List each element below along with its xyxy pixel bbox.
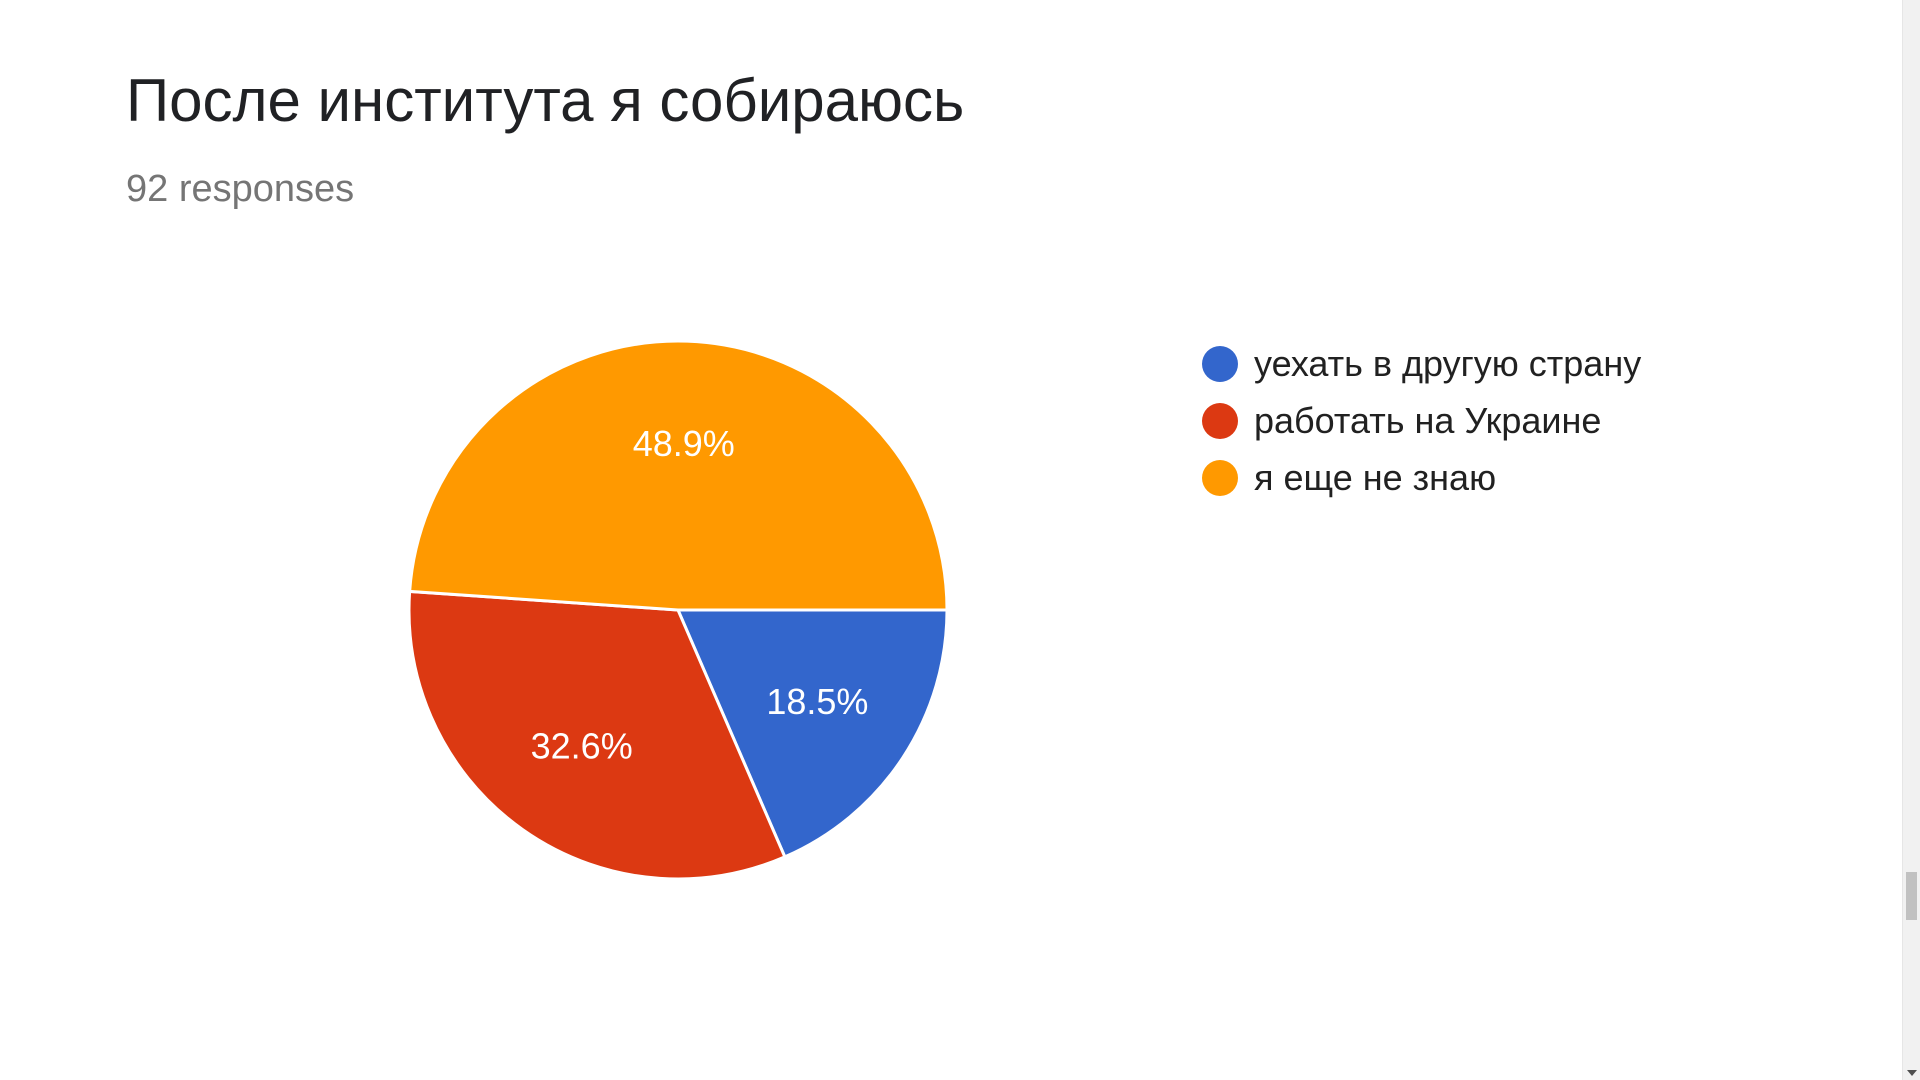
legend-label: работать на Украине <box>1254 399 1602 441</box>
vertical-scrollbar[interactable] <box>1902 0 1920 1080</box>
legend-label: уехать в другую страну <box>1254 342 1642 384</box>
legend-swatch-icon <box>1202 345 1238 382</box>
pie-slice-1 <box>675 608 949 859</box>
legend-item: я еще не знаю <box>1202 449 1641 506</box>
legend-swatch-icon <box>1202 459 1238 496</box>
chart-title: После института я собираюсь <box>126 67 965 134</box>
pie-slice-3 <box>408 339 949 612</box>
slice-label-3: 48.9% <box>633 423 735 464</box>
legend-label: я еще не знаю <box>1254 456 1497 498</box>
legend-item: уехать в другую страну <box>1202 335 1641 392</box>
response-count: 92 responses <box>126 168 355 210</box>
legend-item: работать на Украине <box>1202 392 1641 449</box>
chart-legend: уехать в другую страну работать на Украин… <box>1202 335 1641 506</box>
scroll-down-arrow-icon[interactable] <box>1907 1070 1917 1076</box>
slice-label-2: 32.6% <box>531 726 633 767</box>
pie-slice-2 <box>407 589 787 881</box>
slice-label-1: 18.5% <box>766 681 868 722</box>
scrollbar-thumb[interactable] <box>1906 872 1917 920</box>
legend-swatch-icon <box>1202 402 1238 439</box>
